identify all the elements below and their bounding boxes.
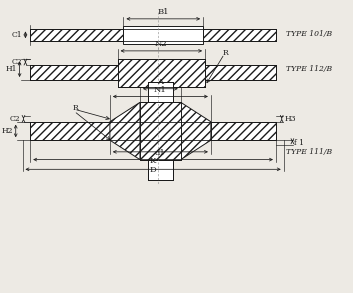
Text: R: R (73, 104, 79, 112)
Text: N2: N2 (155, 40, 168, 48)
Text: H2: H2 (1, 127, 13, 135)
Text: TYPE 111/B: TYPE 111/B (286, 148, 332, 156)
Bar (203, 28, 276, 41)
Bar (140, 102, 181, 160)
Bar (124, 26, 203, 44)
Text: H3: H3 (285, 115, 296, 123)
Bar (205, 65, 276, 80)
Text: H1: H1 (5, 65, 17, 73)
Bar (148, 82, 173, 102)
Polygon shape (181, 102, 211, 160)
Text: D: D (150, 166, 156, 174)
Text: N1: N1 (154, 86, 167, 93)
Polygon shape (110, 102, 140, 160)
Bar (118, 59, 205, 87)
Text: K: K (150, 157, 156, 165)
Text: C1: C1 (12, 31, 23, 39)
Text: TYPE 101/B: TYPE 101/B (286, 30, 332, 38)
Bar (148, 160, 173, 180)
Text: B1: B1 (157, 8, 169, 16)
Text: TYPE 112/B: TYPE 112/B (286, 65, 332, 73)
Text: C2: C2 (10, 115, 20, 123)
Text: f 1: f 1 (294, 139, 304, 146)
Bar (211, 122, 276, 140)
Bar (30, 28, 124, 41)
Bar (30, 122, 110, 140)
Text: C2: C2 (12, 58, 23, 66)
Bar (30, 65, 118, 80)
Text: d1: d1 (155, 149, 166, 157)
Text: A: A (157, 78, 163, 86)
Text: R: R (222, 49, 228, 57)
